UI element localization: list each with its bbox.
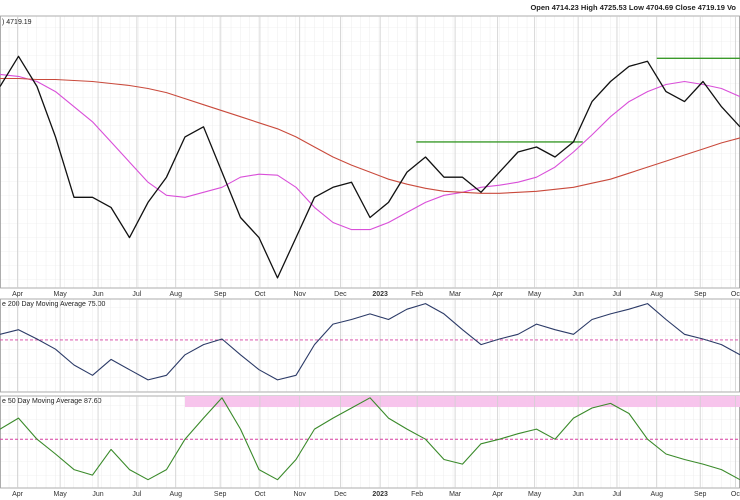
x-tick-label: Jun — [572, 291, 583, 298]
x-tick-label: Oct — [254, 491, 265, 498]
panel-title: e 50 Day Moving Average 87.60 — [2, 398, 102, 405]
x-tick-label: 2023 — [372, 291, 388, 298]
x-tick-label: Oct — [254, 291, 265, 298]
x-tick-label: Dec — [334, 491, 347, 498]
band — [185, 396, 740, 408]
x-tick-label: May — [54, 491, 68, 498]
x-tick-label: May — [54, 291, 68, 298]
x-tick-label: May — [528, 291, 542, 298]
series-line — [0, 73, 740, 231]
x-tick-label: Apr — [492, 291, 504, 298]
x-tick-label: Jun — [92, 491, 103, 498]
series-line — [0, 55, 740, 279]
x-tick-label: Aug — [651, 291, 664, 298]
x-tick-label: Dec — [334, 291, 347, 298]
x-tick-label: Sep — [694, 491, 707, 498]
x-tick-label: Jul — [612, 491, 621, 498]
x-tick-label: Jul — [132, 291, 141, 298]
x-tick-label: Apr — [12, 291, 24, 298]
x-tick-label: Sep — [214, 491, 227, 498]
x-tick-label: Aug — [651, 491, 664, 498]
x-tick-label: Aug — [170, 491, 183, 498]
grid-pattern — [0, 396, 740, 488]
series-line — [0, 77, 740, 194]
grid-pattern — [0, 299, 740, 392]
x-tick-label: Apr — [12, 491, 24, 498]
x-tick-label: Feb — [411, 491, 423, 498]
x-tick-label: Jul — [612, 291, 621, 298]
x-tick-label: May — [528, 491, 542, 498]
x-tick-label: Sep — [214, 291, 227, 298]
x-tick-label: Feb — [411, 291, 423, 298]
series-line — [0, 397, 740, 481]
x-tick-label: Jun — [572, 491, 583, 498]
x-tick-label: Mar — [449, 491, 462, 498]
x-tick-label: Oc — [731, 491, 740, 498]
x-tick-label: Nov — [293, 291, 306, 298]
x-tick-label: Aug — [170, 291, 183, 298]
x-tick-label: Nov — [293, 491, 306, 498]
x-tick-label: Jul — [132, 491, 141, 498]
x-tick-label: Apr — [492, 491, 504, 498]
series-line — [0, 303, 740, 381]
x-tick-label: Mar — [449, 291, 462, 298]
x-tick-label: Jun — [92, 291, 103, 298]
x-tick-label: Sep — [694, 291, 707, 298]
panel-title: e 200 Day Moving Average 75.00 — [2, 301, 105, 308]
x-tick-label: 2023 — [372, 491, 388, 498]
x-tick-label: Oc — [731, 291, 740, 298]
grid-pattern — [0, 16, 740, 288]
legend-text: ) 4719.19 — [2, 19, 32, 26]
header: Open 4714.23 High 4725.53 Low 4704.69 Cl… — [530, 3, 736, 12]
